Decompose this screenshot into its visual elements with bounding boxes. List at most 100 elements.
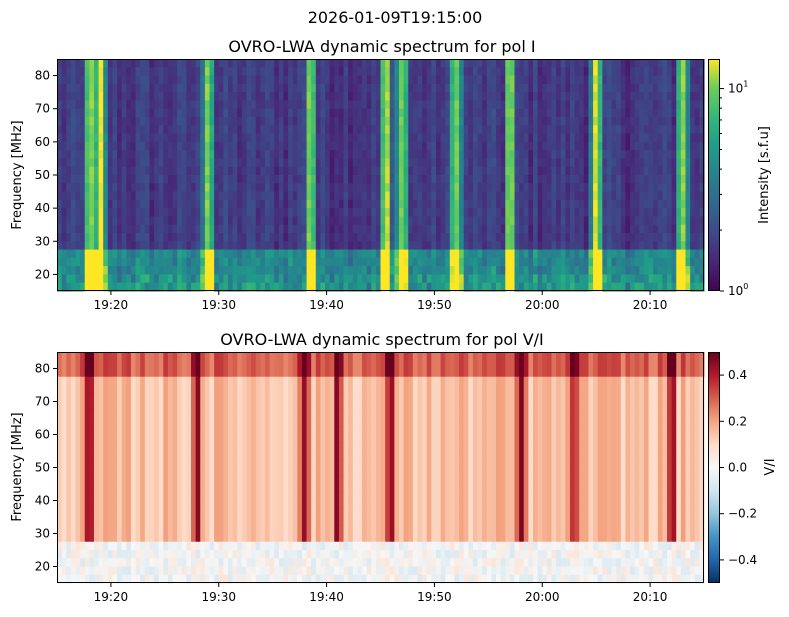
heatmap-cell bbox=[435, 133, 442, 143]
heatmap-cell bbox=[630, 92, 636, 102]
heatmap-cell bbox=[699, 208, 705, 218]
heatmap-cell bbox=[357, 208, 363, 218]
heatmap-cell bbox=[70, 257, 77, 267]
heatmap-cell bbox=[694, 266, 700, 276]
heatmap-cell bbox=[496, 257, 502, 267]
heatmap-cell bbox=[565, 166, 571, 176]
heatmap-cell bbox=[667, 266, 673, 276]
heatmap-cell bbox=[144, 83, 151, 93]
heatmap-cell bbox=[214, 368, 220, 378]
heatmap-cell bbox=[348, 266, 354, 276]
heatmap-cell bbox=[435, 100, 442, 110]
heatmap-cell bbox=[195, 166, 201, 176]
heatmap-cell bbox=[639, 141, 645, 151]
heatmap-cell bbox=[620, 59, 627, 68]
heatmap-cell bbox=[385, 393, 391, 403]
heatmap-cell bbox=[186, 141, 192, 151]
heatmap-cell bbox=[223, 352, 229, 361]
heatmap-cell bbox=[195, 150, 201, 160]
heatmap-cell bbox=[301, 59, 308, 68]
heatmap-cell bbox=[389, 75, 395, 85]
heatmap-cell bbox=[606, 368, 613, 378]
heatmap-cell bbox=[98, 233, 104, 242]
heatmap-cell bbox=[246, 83, 252, 93]
heatmap-cell bbox=[690, 100, 696, 110]
heatmap-cell bbox=[172, 352, 178, 361]
heatmap-cell bbox=[237, 67, 243, 77]
heatmap-cell bbox=[362, 233, 368, 242]
heatmap-cell bbox=[301, 75, 308, 85]
heatmap-cell bbox=[643, 191, 650, 201]
heatmap-cell bbox=[593, 385, 599, 394]
heatmap-cell bbox=[237, 59, 243, 68]
heatmap-cell bbox=[685, 360, 691, 370]
heatmap-cell bbox=[648, 401, 654, 411]
heatmap-cell bbox=[283, 257, 289, 267]
heatmap-cell bbox=[671, 83, 677, 93]
heatmap-cell bbox=[140, 224, 146, 234]
heatmap-cell bbox=[209, 409, 215, 419]
heatmap-cell bbox=[204, 393, 211, 403]
heatmap-cell bbox=[422, 75, 428, 85]
heatmap-cell bbox=[172, 150, 178, 160]
heatmap-cell bbox=[593, 150, 599, 160]
heatmap-cell bbox=[542, 199, 548, 209]
heatmap-cell bbox=[509, 233, 516, 242]
heatmap-cell bbox=[653, 92, 659, 102]
heatmap-cell bbox=[297, 125, 303, 135]
heatmap-cell bbox=[269, 266, 275, 276]
heatmap-cell bbox=[181, 150, 187, 160]
heatmap-cell bbox=[408, 376, 414, 386]
heatmap-cell bbox=[694, 67, 700, 77]
heatmap-cell bbox=[112, 241, 118, 251]
heatmap-cell bbox=[533, 224, 539, 234]
heatmap-cell bbox=[362, 241, 368, 251]
heatmap-cell bbox=[537, 241, 543, 251]
heatmap-cell bbox=[223, 376, 229, 386]
heatmap-cell bbox=[149, 133, 155, 143]
heatmap-cell bbox=[61, 183, 67, 193]
heatmap-cell bbox=[459, 100, 465, 110]
heatmap-cell bbox=[500, 385, 506, 394]
heatmap-cell bbox=[278, 360, 285, 370]
heatmap-cell bbox=[269, 117, 275, 126]
heatmap-cell bbox=[98, 376, 104, 386]
heatmap-cell bbox=[264, 158, 271, 168]
heatmap-cell bbox=[611, 133, 617, 143]
heatmap-cell bbox=[320, 266, 326, 276]
heatmap-cell bbox=[357, 282, 363, 292]
heatmap-cell bbox=[255, 360, 261, 370]
heatmap-cell bbox=[334, 233, 340, 242]
heatmap-cell bbox=[338, 59, 345, 68]
heatmap-cell bbox=[593, 141, 599, 151]
heatmap-cell bbox=[699, 133, 705, 143]
heatmap-cell bbox=[385, 125, 391, 135]
heatmap-cell bbox=[334, 224, 340, 234]
heatmap-cell bbox=[542, 150, 548, 160]
heatmap-cell bbox=[334, 393, 340, 403]
heatmap-cell bbox=[657, 368, 664, 378]
heatmap-cell bbox=[671, 67, 677, 77]
heatmap-cell bbox=[676, 83, 682, 93]
heatmap-cell bbox=[260, 133, 266, 143]
heatmap-cell bbox=[389, 83, 395, 93]
heatmap-cell bbox=[574, 183, 580, 193]
heatmap-cell bbox=[657, 249, 664, 259]
heatmap-cell bbox=[237, 100, 243, 110]
heatmap-cell bbox=[241, 166, 248, 176]
heatmap-cell bbox=[491, 208, 497, 218]
heatmap-cell bbox=[167, 75, 174, 85]
heatmap-cell bbox=[338, 117, 345, 126]
heatmap-cell bbox=[583, 108, 590, 118]
heatmap-cell bbox=[195, 175, 201, 184]
heatmap-cell bbox=[181, 125, 187, 135]
heatmap-cell bbox=[135, 100, 141, 110]
heatmap-cell bbox=[237, 133, 243, 143]
heatmap-cell bbox=[246, 175, 252, 184]
heatmap-cell bbox=[699, 183, 705, 193]
heatmap-cell bbox=[149, 150, 155, 160]
heatmap-cell bbox=[639, 166, 645, 176]
heatmap-cell bbox=[75, 59, 81, 68]
heatmap-cell bbox=[246, 393, 252, 403]
heatmap-cell bbox=[676, 175, 682, 184]
